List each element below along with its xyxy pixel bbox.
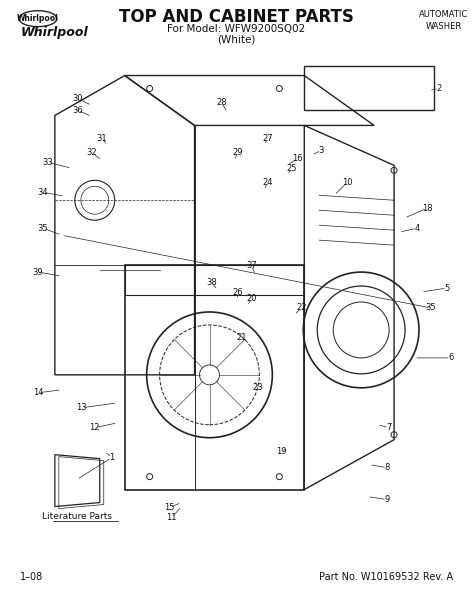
Text: 28: 28	[216, 98, 227, 107]
Text: 1: 1	[109, 453, 114, 462]
Text: 26: 26	[232, 287, 243, 297]
Text: 23: 23	[252, 383, 263, 392]
Text: 35: 35	[426, 303, 436, 313]
Text: 9: 9	[384, 495, 390, 504]
Text: Literature Parts: Literature Parts	[42, 512, 112, 521]
Text: Part No. W10169532 Rev. A: Part No. W10169532 Rev. A	[319, 573, 453, 582]
Text: For Model: WFW9200SQ02: For Model: WFW9200SQ02	[167, 24, 306, 34]
Text: 24: 24	[262, 178, 273, 187]
Text: 1–08: 1–08	[20, 573, 43, 582]
Text: 29: 29	[232, 148, 243, 157]
Text: AUTOMATIC
WASHER: AUTOMATIC WASHER	[419, 10, 469, 31]
Text: 34: 34	[37, 188, 48, 197]
Text: 37: 37	[246, 261, 257, 270]
Text: 14: 14	[33, 388, 43, 397]
Text: 35: 35	[37, 224, 48, 233]
Text: TOP AND CABINET PARTS: TOP AND CABINET PARTS	[119, 8, 354, 26]
Text: 3: 3	[319, 146, 324, 155]
Text: 18: 18	[422, 204, 432, 213]
Text: 30: 30	[73, 94, 83, 103]
Text: 11: 11	[166, 513, 177, 522]
Text: 10: 10	[342, 178, 353, 187]
Text: Whirlpool: Whirlpool	[21, 26, 89, 39]
Text: 22: 22	[296, 303, 307, 313]
Text: 25: 25	[286, 164, 297, 173]
Text: 31: 31	[96, 134, 107, 143]
Text: 39: 39	[33, 268, 43, 276]
Text: 5: 5	[444, 284, 449, 292]
Text: 21: 21	[236, 333, 246, 343]
Text: 19: 19	[276, 447, 287, 456]
Text: 33: 33	[43, 158, 53, 167]
Text: 7: 7	[386, 423, 392, 432]
Text: 6: 6	[448, 353, 454, 362]
Text: Whirlpool: Whirlpool	[17, 14, 59, 23]
Text: 27: 27	[262, 134, 273, 143]
Text: 2: 2	[437, 84, 442, 93]
Text: 16: 16	[292, 154, 302, 163]
Text: 4: 4	[414, 224, 419, 233]
Text: 20: 20	[246, 294, 256, 303]
Text: 8: 8	[384, 463, 390, 472]
Text: 15: 15	[164, 503, 175, 512]
Text: 13: 13	[76, 403, 87, 413]
Ellipse shape	[19, 10, 57, 26]
Text: 32: 32	[86, 148, 97, 157]
Text: 12: 12	[90, 423, 100, 432]
Text: (White): (White)	[217, 34, 255, 45]
Text: 38: 38	[206, 278, 217, 286]
Text: 36: 36	[73, 106, 83, 115]
